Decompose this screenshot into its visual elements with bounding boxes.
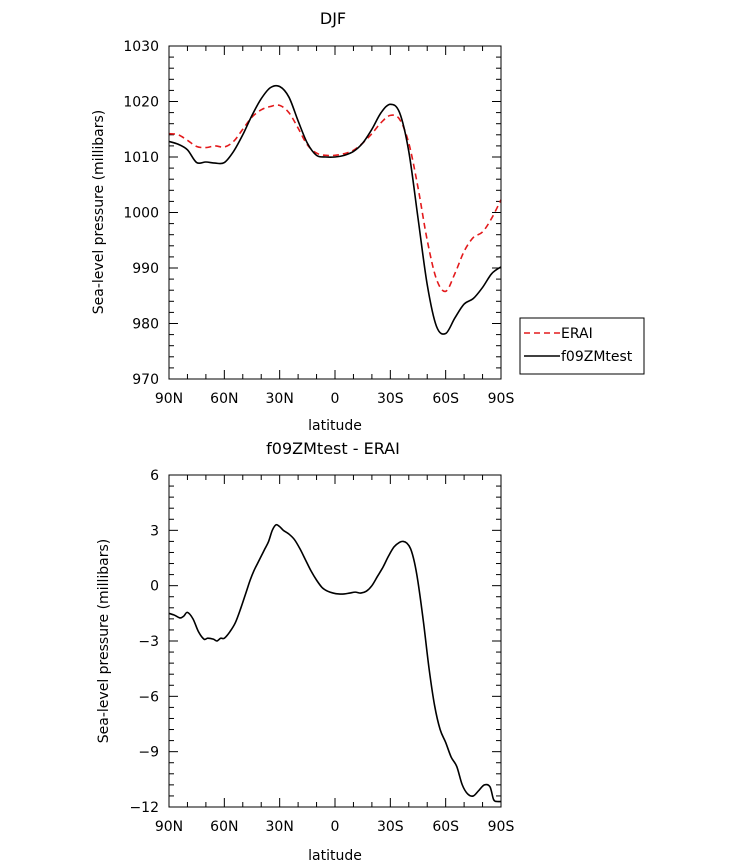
- y-tick-label: −6: [138, 689, 159, 705]
- x-tick-label: 30N: [266, 819, 294, 835]
- panel-top: DJF 90N 60N 30N 0 30S 60S 90S 970 980 990 1000 1010…: [91, 9, 645, 434]
- y-tick-label: 970: [132, 372, 159, 388]
- chart-title: f09ZMtest - ERAI: [266, 439, 400, 458]
- y-axis-label: Sea-level pressure (millibars): [96, 539, 112, 743]
- series-line-series-0: [168, 523, 502, 803]
- x-tick-label: 60S: [432, 819, 459, 835]
- panel-bottom: f09ZMtest - ERAI 90N 60N 30N 0 30S 60S 90S −12 −…: [96, 439, 514, 864]
- x-tick-label: 30S: [377, 819, 404, 835]
- y-tick-label: −3: [138, 634, 159, 650]
- x-tick-label: 0: [331, 391, 340, 407]
- x-tick-label: 60S: [432, 391, 459, 407]
- x-tick-label: 90N: [155, 391, 183, 407]
- legend: ERAI f09ZMtest: [519, 317, 645, 375]
- x-axis-label: latitude: [308, 418, 362, 434]
- plot-frame: [168, 474, 502, 808]
- y-tick-label: 990: [132, 261, 159, 277]
- y-tick-label: 1010: [123, 150, 159, 166]
- y-tick-label: 3: [150, 523, 159, 539]
- y-tick-label: 0: [150, 579, 159, 595]
- chart-title: DJF: [320, 9, 346, 28]
- x-tick-label: 30S: [377, 391, 404, 407]
- y-tick-label: −9: [138, 745, 159, 761]
- x-tick-label: 90N: [155, 819, 183, 835]
- series-line-f09zmtest: [168, 84, 502, 335]
- legend-label-f09zmtest: f09ZMtest: [561, 349, 633, 365]
- y-tick-label: 1020: [123, 95, 159, 111]
- y-tick-label: −12: [129, 800, 159, 816]
- legend-label-erai: ERAI: [561, 326, 593, 342]
- y-tick-label: 6: [150, 468, 159, 484]
- x-tick-label: 90S: [488, 391, 515, 407]
- x-tick-label: 60N: [210, 391, 238, 407]
- y-tick-label: 1000: [123, 206, 159, 222]
- series-line-erai: [168, 104, 502, 293]
- x-axis-label: latitude: [308, 848, 362, 864]
- y-axis-label: Sea-level pressure (millibars): [91, 110, 107, 314]
- y-tick-label: 1030: [123, 39, 159, 55]
- x-tick-label: 0: [331, 819, 340, 835]
- x-tick-label: 30N: [266, 391, 294, 407]
- legend-box: [519, 317, 645, 375]
- x-tick-label: 90S: [488, 819, 515, 835]
- x-tick-label: 60N: [210, 819, 238, 835]
- y-tick-label: 980: [132, 317, 159, 333]
- plot-frame: [168, 45, 502, 380]
